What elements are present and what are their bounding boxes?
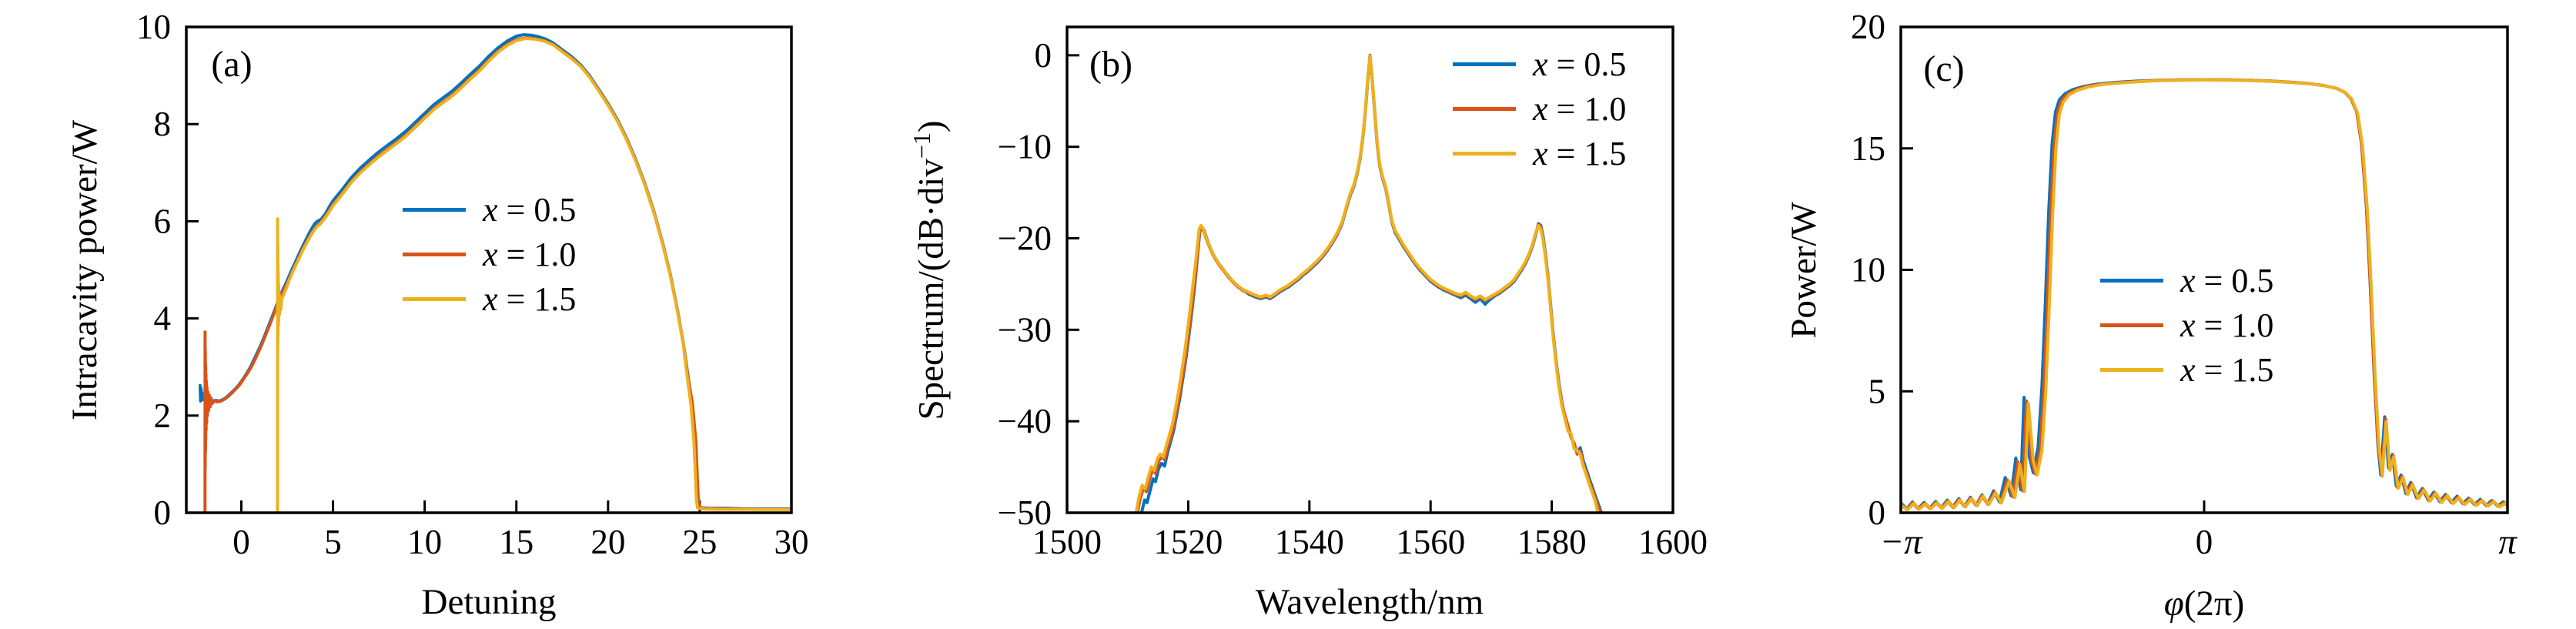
curve-b-x=1.5 (1134, 55, 1600, 513)
legend-line-orange (1453, 106, 1516, 111)
legend-line-orange (403, 252, 466, 256)
panel-tag-b: (b) (1089, 44, 1132, 85)
curves-a (198, 33, 791, 513)
x-tick-label-a: 30 (774, 523, 809, 561)
x-tick-label-b: 1600 (1638, 523, 1708, 561)
y-tick-label-a: 8 (154, 105, 172, 143)
y-tick-label-a: 4 (154, 299, 172, 338)
y-tick-label-c: 15 (1851, 129, 1885, 168)
y-tick-label-c: 5 (1868, 372, 1886, 410)
legend-line-orange (2100, 323, 2163, 327)
legend-line-yellow (1453, 151, 1516, 156)
curve-a-x=1.5 (276, 37, 791, 513)
curves-b (1134, 53, 1604, 513)
legend-b: x = 0.5 x = 1.0 x = 1.5 (1453, 42, 1626, 176)
legend-item: x = 1.5 (403, 276, 576, 321)
legend-line-yellow (403, 296, 466, 301)
y-tick-label-b: 0 (1035, 36, 1052, 75)
legend-label: x = 1.0 (1533, 89, 1627, 128)
legend-a: x = 0.5 x = 1.0 x = 1.5 (403, 187, 576, 321)
legend-item: x = 1.0 (403, 232, 576, 276)
legend-item: x = 1.5 (1453, 131, 1626, 176)
legend-item: x = 1.5 (2100, 347, 2273, 392)
x-axis-label-c: φ(2π) (2163, 584, 2245, 624)
legend-label: x = 1.0 (483, 235, 577, 273)
x-tick-label-a: 15 (499, 523, 534, 561)
legend-label: x = 1.0 (2180, 306, 2274, 344)
x-tick-label-b: 1520 (1153, 523, 1223, 561)
legend-item: x = 0.5 (2100, 258, 2273, 303)
legend-item: x = 0.5 (1453, 42, 1626, 86)
y-tick-label-b: −10 (998, 128, 1052, 166)
legend-c: x = 0.5 x = 1.0 x = 1.5 (2100, 258, 2273, 392)
x-tick-label-b: 1540 (1275, 523, 1344, 561)
legend-line-blue (403, 207, 466, 212)
y-tick-label-b: −20 (998, 219, 1052, 258)
legend-label: x = 0.5 (483, 190, 577, 229)
axes-box-c (1899, 25, 2509, 514)
y-axis-label-a: Intracavity power/W (65, 119, 105, 421)
y-tick-label-a: 0 (154, 493, 172, 532)
x-tick-label-b: 1580 (1517, 523, 1587, 561)
y-tick-label-c: 0 (1868, 493, 1886, 532)
panel-tag-c: (c) (1923, 49, 1965, 89)
curves-c (1901, 78, 2507, 511)
y-tick-label-a: 10 (136, 8, 171, 46)
x-tick-label-a: 0 (233, 523, 250, 561)
legend-item: x = 1.0 (1453, 86, 1626, 131)
legend-label: x = 0.5 (1533, 45, 1627, 83)
curve-c-x=1.5 (1901, 78, 2507, 511)
x-tick-label-a: 25 (682, 523, 717, 561)
y-tick-label-b: −40 (998, 402, 1052, 440)
x-tick-label-a: 5 (324, 523, 342, 561)
legend-label: x = 1.5 (2180, 350, 2274, 389)
axes-box-a (185, 25, 793, 514)
chart-a: 0 5 10 15 20 25 30 0 2 4 6 8 10 (136, 8, 809, 561)
x-axis-label-a: Detuning (421, 582, 557, 622)
legend-item: x = 0.5 (403, 187, 576, 232)
y-tick-label-a: 2 (154, 396, 172, 435)
y-tick-label-a: 6 (154, 202, 172, 240)
x-tick-label-b: 1560 (1396, 523, 1465, 561)
y-tick-label-b: −50 (998, 493, 1052, 532)
legend-line-yellow (2100, 367, 2163, 372)
legend-label: x = 1.5 (1533, 134, 1627, 172)
panel-tag-a: (a) (211, 44, 253, 85)
y-tick-label-c: 10 (1851, 251, 1885, 289)
legend-line-blue (1453, 62, 1516, 66)
legend-label: x = 1.5 (483, 279, 577, 318)
chart-b: 1500 1520 1540 1560 1580 1600 0 −10 −20 −30 −40 −50 (998, 25, 1708, 561)
x-tick-label-c: 0 (2196, 523, 2213, 561)
legend-line-blue (2100, 278, 2163, 283)
legend-label: x = 0.5 (2180, 261, 2274, 299)
x-tick-label-c: −π (1879, 522, 1923, 562)
axes-box-b (1066, 25, 1674, 514)
x-tick-label-a: 20 (590, 523, 625, 561)
y-axis-label-c: Power/W (1784, 202, 1824, 339)
x-tick-label-c: π (2498, 522, 2517, 562)
x-tick-label-b: 1500 (1032, 523, 1102, 561)
y-tick-label-c: 20 (1851, 8, 1885, 46)
y-tick-label-b: −30 (998, 310, 1052, 349)
y-axis-label-b: Spectrum/(dB·div−1) (908, 120, 952, 420)
legend-item: x = 1.0 (2100, 303, 2273, 347)
x-tick-label-a: 10 (407, 523, 442, 561)
x-axis-label-b: Wavelength/nm (1255, 582, 1484, 622)
